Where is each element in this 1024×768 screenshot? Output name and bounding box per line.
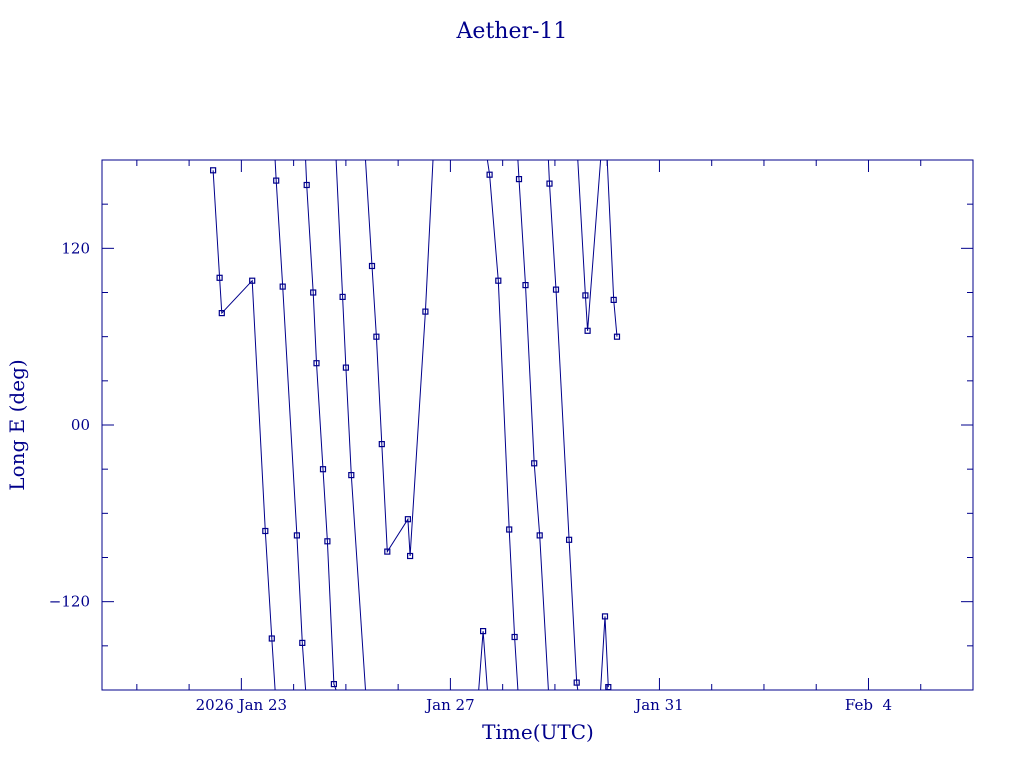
data-point [339,293,346,300]
series-lines [212,160,618,690]
data-point [342,364,349,371]
series-line [335,160,366,690]
x-tick-label: Jan 31 [633,696,683,714]
data-point [601,613,609,620]
data-point [368,262,376,270]
x-tick-label: Feb 4 [845,696,892,714]
series-line [274,160,307,690]
data-point [293,532,300,539]
x-tick-label: Jan 27 [424,696,474,714]
axis-ticks [102,160,973,690]
series-line [478,631,488,690]
data-point [268,635,275,642]
series-line [517,160,549,690]
data-point [546,180,553,187]
data-point [552,286,560,293]
data-point [610,296,617,303]
data-point [348,472,355,479]
data-point [303,181,310,189]
data-point [218,310,225,317]
data-point [486,171,493,178]
data-point [299,639,306,647]
data-point [273,177,280,184]
series-line [486,160,519,690]
data-point [373,333,380,340]
data-point [313,360,320,367]
data-point [511,633,518,641]
data-point [210,167,217,174]
y-axis-label: Long E (deg) [5,359,29,490]
y-tick-label: 120 [61,239,90,257]
data-point [422,308,429,315]
series-line [606,160,618,337]
y-tick-labels: −120 00 120 [49,239,90,610]
data-point [279,283,286,290]
plot-frame [101,159,974,691]
data-point [522,282,529,289]
series-line [212,170,276,690]
data-point [216,274,223,281]
data-point [506,526,513,533]
data-point [582,292,589,299]
data-point [404,516,411,523]
series-markers [210,167,621,691]
data-point [378,441,385,448]
data-point [584,327,591,334]
data-point [384,548,391,555]
data-point [515,176,523,183]
x-axis-label: Time(UTC) [482,720,594,744]
data-point [495,277,502,284]
data-point [324,538,331,545]
data-point [565,536,573,543]
x-tick-label: 2026 Jan 23 [196,696,287,714]
data-point [536,532,543,539]
series-line [365,160,434,557]
data-point [330,680,337,688]
series-line [547,160,579,690]
series-line [600,616,609,690]
data-point [319,466,327,473]
data-point [262,527,269,535]
data-point [249,277,256,284]
series-line [305,160,337,690]
data-point [605,683,612,691]
y-tick-label: −120 [49,593,90,611]
data-point [407,552,414,560]
data-point [613,333,621,340]
chart-title: Aether-11 [456,19,568,44]
series-line [577,160,602,331]
data-point [531,460,538,467]
x-tick-labels: 2026 Jan 23 Jan 27 Jan 31 Feb 4 [196,696,892,714]
y-tick-label: 00 [71,416,90,434]
data-point [480,627,487,635]
data-point [310,289,317,296]
data-point [573,679,580,686]
